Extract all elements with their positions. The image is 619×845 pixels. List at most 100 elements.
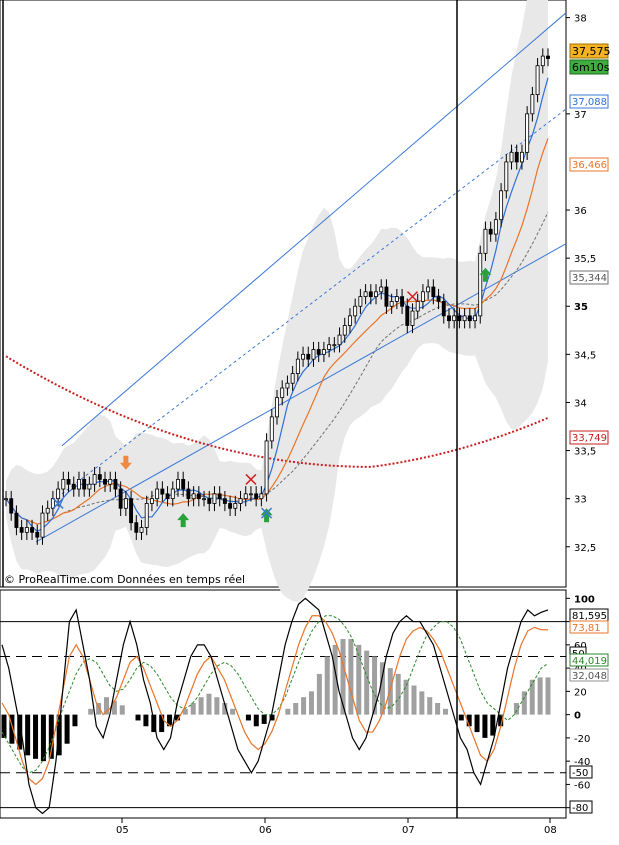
histogram-bar xyxy=(308,691,314,715)
candle-body xyxy=(337,334,342,346)
candle-body xyxy=(348,315,352,326)
price-tick-label: 35 xyxy=(574,302,588,313)
ma-gray-label: 35,344 xyxy=(569,270,609,285)
candle-body xyxy=(452,315,457,322)
channel-upper-line xyxy=(61,12,567,447)
osc-black-label: 81,595 xyxy=(569,608,609,623)
candle-body xyxy=(504,161,509,192)
time-tick-label: 07 xyxy=(402,825,415,836)
osc-tick-label: 100 xyxy=(574,594,595,605)
osc-minus50-label: -50 xyxy=(569,765,593,779)
candle-body xyxy=(87,483,92,490)
candle-body xyxy=(9,498,14,514)
histogram-bar xyxy=(537,677,543,715)
histogram-bar xyxy=(56,714,62,756)
candlesticks xyxy=(4,48,550,545)
histogram-bar xyxy=(427,697,433,715)
osc-tick-label: 20 xyxy=(574,687,587,698)
candle-body xyxy=(535,65,540,95)
candle-body xyxy=(530,94,535,115)
candle-body xyxy=(108,479,113,485)
osc-minus80-label: -80 xyxy=(569,800,593,814)
candle-body xyxy=(400,296,405,307)
candle-body xyxy=(212,493,217,504)
candle-body xyxy=(316,349,321,355)
price-tick-label: 33,5 xyxy=(574,447,596,458)
histogram-bar xyxy=(111,700,117,715)
candle-body xyxy=(327,344,332,350)
candle-body xyxy=(488,228,493,235)
up-arrow-icon xyxy=(260,508,273,523)
histogram-bar xyxy=(72,714,78,727)
candle-body xyxy=(259,493,264,500)
candle-body xyxy=(405,305,410,326)
candle-body xyxy=(514,151,519,163)
candle-body xyxy=(342,325,347,336)
time-axis: 05 06 07 08 xyxy=(116,818,557,836)
candle-body xyxy=(462,315,467,322)
histogram-bar xyxy=(443,708,449,715)
last-price-badge: 37,575 xyxy=(569,43,611,59)
candle-body xyxy=(321,349,326,355)
candle-body xyxy=(139,527,144,533)
candle-body xyxy=(61,479,66,490)
histogram-bar xyxy=(174,714,180,721)
histogram-bar xyxy=(143,714,149,727)
ma-slow-label: 36,466 xyxy=(569,157,609,172)
histogram-bar xyxy=(182,708,188,715)
candle-body xyxy=(14,512,19,528)
osc-green-label: 44,019 xyxy=(569,653,609,667)
osc-minus80-value: -80 xyxy=(572,803,588,814)
candle-body xyxy=(269,416,274,442)
price-axis: 32,5 33 33,5 34 34,5 35 35,5 36 37 38 xyxy=(566,14,596,554)
bollinger-band xyxy=(6,0,548,603)
cross-icon xyxy=(261,507,273,519)
price-tick-label: 32,5 xyxy=(574,543,596,554)
candle-body xyxy=(4,498,8,501)
candle-body xyxy=(285,382,290,389)
candle-body xyxy=(129,498,134,524)
histogram-bar xyxy=(222,703,228,715)
price-tick-label: 35,5 xyxy=(574,254,596,265)
price-tick-label: 36 xyxy=(574,206,587,217)
histogram-bar xyxy=(324,656,330,715)
histogram-bar xyxy=(9,714,15,744)
histogram-bar xyxy=(490,714,496,736)
candle-body xyxy=(170,488,175,500)
down-arrow-icon xyxy=(119,455,132,470)
histogram-bar xyxy=(482,714,488,738)
osc-minus50-value: -50 xyxy=(572,768,588,779)
histogram-bar xyxy=(395,673,401,715)
cross-icon xyxy=(52,497,64,509)
band-area xyxy=(6,0,548,603)
candle-body xyxy=(301,353,306,360)
histogram-bar xyxy=(340,639,346,715)
histogram-bar xyxy=(545,677,551,715)
candle-body xyxy=(254,493,259,500)
candle-body xyxy=(160,488,165,495)
osc-orange-label: 73,81 xyxy=(569,620,609,634)
candle-body xyxy=(56,488,61,500)
histogram-bar xyxy=(529,679,535,715)
osc-orange-value: 73,81 xyxy=(572,623,601,634)
oscillator-panel-frame xyxy=(0,589,567,819)
histogram-bar xyxy=(40,714,46,762)
candle-body xyxy=(149,498,154,504)
candle-body xyxy=(113,479,118,490)
up-arrow-icon xyxy=(177,513,190,528)
price-tick-label: 33 xyxy=(574,495,587,506)
candle-body xyxy=(92,474,97,485)
candle-body xyxy=(410,310,415,326)
candle-body xyxy=(420,291,425,302)
histogram-bar xyxy=(33,714,39,759)
candle-body xyxy=(295,358,300,374)
candle-body xyxy=(478,252,483,317)
candle-body xyxy=(97,474,102,480)
candle-body xyxy=(144,503,149,528)
candle-body xyxy=(40,512,45,538)
price-tick-label: 38 xyxy=(574,14,587,25)
candle-body xyxy=(384,286,389,307)
ma-gray-value: 35,344 xyxy=(572,273,607,284)
candle-body xyxy=(353,305,358,317)
